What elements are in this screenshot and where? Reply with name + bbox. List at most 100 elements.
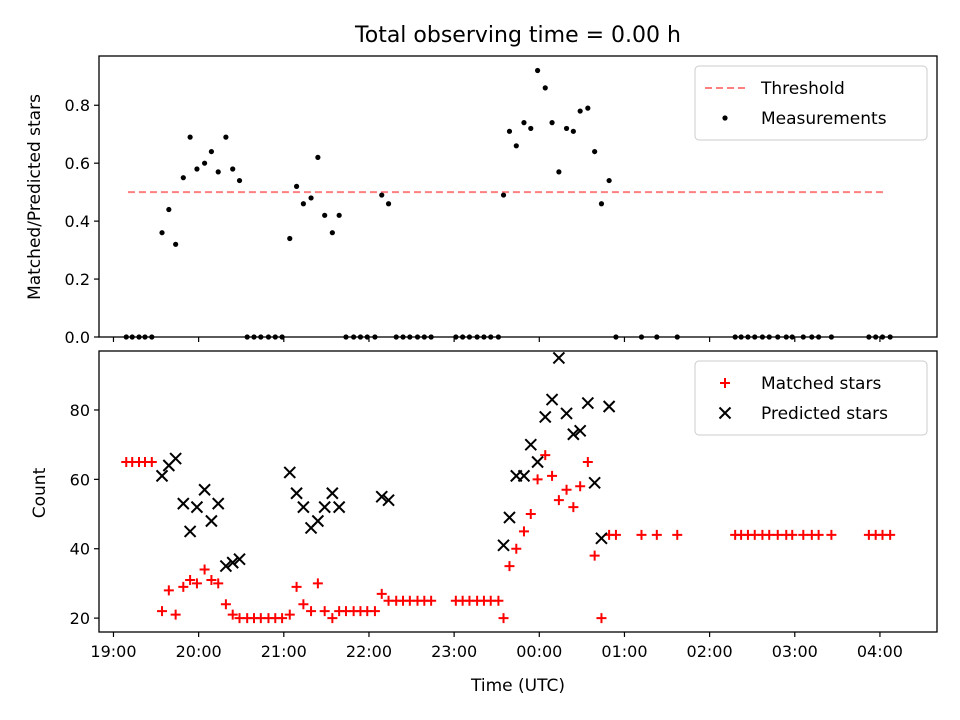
data-point: [376, 588, 387, 599]
x-tick-label: 02:00: [687, 642, 733, 661]
data-point: [560, 407, 573, 420]
data-point: [382, 493, 395, 507]
x-tick-label: 00:00: [516, 642, 562, 661]
bottom-axes-frame: [98, 350, 938, 633]
data-point: [493, 595, 504, 606]
data-point: [606, 177, 612, 184]
data-point: [191, 578, 202, 589]
data-point: [236, 177, 243, 184]
data-point: [556, 169, 562, 175]
data-point: [379, 192, 385, 198]
data-point: [598, 201, 605, 207]
bottom-legend: Matched stars Predicted stars: [694, 360, 928, 436]
bottom-series-predicted-stars: [155, 351, 616, 573]
data-point: [219, 559, 233, 573]
data-point: [213, 578, 224, 589]
data-point: [308, 195, 314, 201]
legend-box: [694, 65, 928, 141]
data-point: [503, 511, 516, 524]
top-y-tick-label: 0.2: [65, 270, 90, 289]
data-point: [498, 613, 509, 624]
chart-title: Total observing time = 0.00 h: [354, 23, 681, 48]
data-point: [198, 483, 211, 496]
data-point: [513, 143, 519, 149]
data-point: [772, 529, 783, 540]
top-y-tick-label: 0.8: [65, 96, 90, 115]
data-point: [525, 509, 536, 520]
data-point: [208, 148, 215, 155]
data-point: [297, 500, 310, 514]
data-point: [561, 484, 572, 495]
data-point: [283, 466, 296, 479]
x-axis-label: Time (UTC): [470, 676, 565, 696]
data-point: [287, 235, 293, 242]
data-point: [568, 502, 579, 513]
data-point: [573, 424, 587, 437]
legend-swatch: [720, 378, 730, 388]
legend-label: Matched stars: [761, 374, 881, 394]
data-point: [223, 134, 229, 140]
data-point: [549, 120, 555, 126]
data-point: [326, 487, 339, 500]
data-point: [504, 561, 515, 572]
data-point: [185, 574, 196, 585]
data-point: [540, 450, 551, 461]
data-point: [592, 148, 598, 155]
data-point: [581, 396, 595, 410]
data-point: [577, 108, 583, 114]
top-legend: Threshold Measurements: [694, 65, 928, 141]
data-point: [517, 469, 531, 483]
data-point: [183, 525, 197, 538]
data-point: [206, 574, 217, 585]
data-point: [233, 552, 246, 566]
x-tick-label: 01:00: [601, 642, 647, 661]
data-point: [826, 529, 837, 540]
data-point: [385, 201, 392, 207]
data-point: [315, 154, 321, 160]
data-point: [155, 469, 169, 483]
data-point: [595, 532, 608, 545]
data-point: [277, 613, 288, 624]
data-point: [885, 529, 896, 540]
data-point: [547, 470, 558, 481]
data-point: [226, 556, 239, 569]
data-point: [169, 452, 182, 465]
data-point: [506, 128, 513, 134]
x-tick-label: 23:00: [431, 642, 477, 661]
x-tick-label: 19:00: [90, 642, 136, 661]
data-point: [332, 500, 346, 514]
data-point: [375, 490, 388, 503]
data-point: [552, 351, 566, 365]
data-point: [596, 613, 607, 624]
bottom-y-tick-label: 40: [70, 540, 90, 559]
data-point: [187, 134, 193, 140]
data-point: [369, 606, 380, 617]
data-point: [524, 438, 537, 451]
legend-swatch: [722, 115, 728, 121]
data-point: [205, 514, 218, 528]
data-point: [764, 529, 775, 540]
data-point: [322, 212, 328, 218]
data-point: [220, 599, 231, 610]
data-point: [284, 609, 295, 620]
data-point: [190, 500, 204, 514]
x-tick-label: 20:00: [176, 642, 222, 661]
data-point: [787, 529, 798, 540]
legend-label: Measurements: [761, 109, 887, 129]
x-tick-label: 21:00: [261, 642, 307, 661]
data-point: [194, 166, 200, 172]
data-point: [589, 550, 600, 561]
data-point: [173, 241, 179, 247]
x-tick-label: 04:00: [857, 642, 903, 661]
data-point: [163, 585, 174, 596]
data-point: [166, 206, 172, 213]
data-point: [291, 581, 302, 592]
data-point: [500, 192, 507, 198]
data-point: [813, 529, 824, 540]
data-point: [202, 160, 208, 166]
data-point: [539, 410, 552, 424]
data-point: [534, 67, 541, 74]
data-point: [528, 125, 534, 132]
data-point: [570, 128, 576, 134]
data-point: [672, 529, 683, 540]
